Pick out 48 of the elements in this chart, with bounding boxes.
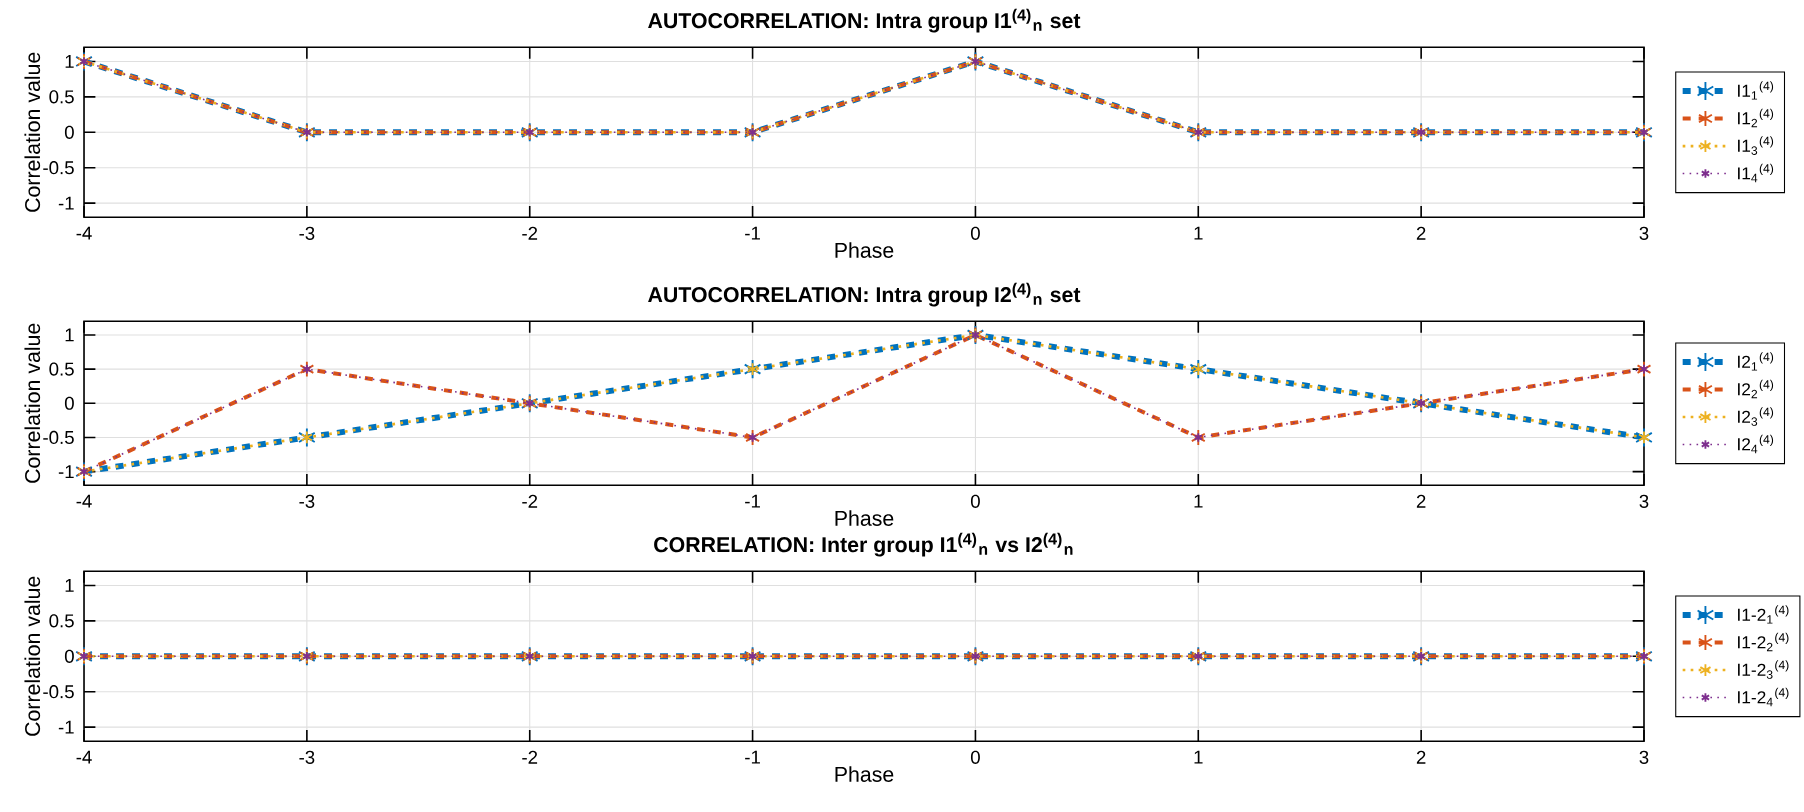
y-tick-label: 0.5 [49, 614, 74, 628]
chart-title: CORRELATION: Inter group I1$^{(4)}$$_{n}$ vs I2$^{(4)}$n [654, 533, 1073, 557]
y-tick-label: 0.5 [49, 90, 74, 104]
x-tick-label: -4 [76, 227, 92, 240]
x-tick-label: -3 [299, 227, 315, 241]
y-tick-label: 0 [64, 126, 74, 140]
x-tick-label: -2 [522, 227, 538, 241]
x-tick-label: -4 [76, 495, 92, 508]
x-tick-label: -3 [299, 495, 315, 509]
x-tick-label: -2 [522, 495, 538, 509]
y-tick-label: 0 [64, 650, 74, 664]
x-tick-label: 1 [1194, 227, 1203, 240]
x-tick-label: -1 [745, 751, 760, 764]
y-axis-title: Correlation value [24, 53, 41, 213]
x-tick-label: 1 [1194, 751, 1203, 764]
y-tick-label: -1 [58, 197, 74, 210]
y-tick-label: 0 [64, 397, 74, 411]
x-axis-title: Phase [835, 242, 894, 259]
chart-title: AUTOCORRELATION: Intra group I2$^{(4)}$$_{n}$ set [648, 283, 1081, 307]
x-tick-label: -1 [745, 495, 760, 508]
x-tick-label: 2 [1416, 227, 1426, 241]
x-tick-label: 2 [1416, 751, 1426, 765]
x-axis-title: Phase [835, 766, 894, 783]
x-tick-label: 1 [1194, 495, 1203, 508]
x-tick-label: -4 [76, 751, 92, 764]
y-tick-label: -1 [58, 721, 74, 734]
y-tick-label: 0.5 [49, 362, 74, 377]
x-tick-label: 3 [1639, 751, 1649, 765]
x-tick-label: -1 [745, 227, 760, 240]
x-tick-label: 0 [970, 227, 980, 241]
x-tick-label: -2 [522, 751, 538, 765]
y-tick-label: 1 [65, 579, 74, 593]
chart-title: AUTOCORRELATION: Intra group I1$^{(4)}$$_{n}$ set [648, 9, 1081, 33]
x-axis-title: Phase [835, 510, 894, 527]
y-tick-label: -0.5 [43, 685, 74, 699]
y-tick-label: 1 [65, 55, 74, 69]
y-tick-label: -1 [58, 465, 74, 479]
x-tick-label: -3 [299, 751, 315, 765]
y-axis-title: Correlation value [24, 576, 41, 737]
y-tick-label: 1 [65, 328, 74, 342]
y-axis-title: Correlation value [24, 323, 41, 484]
x-tick-label: 0 [970, 495, 980, 509]
x-tick-label: 0 [970, 751, 980, 765]
x-tick-label: 3 [1639, 495, 1649, 509]
y-tick-label: -0.5 [43, 161, 74, 175]
x-tick-label: 2 [1416, 495, 1426, 509]
x-tick-label: 3 [1639, 227, 1649, 241]
y-tick-label: -0.5 [43, 431, 74, 445]
